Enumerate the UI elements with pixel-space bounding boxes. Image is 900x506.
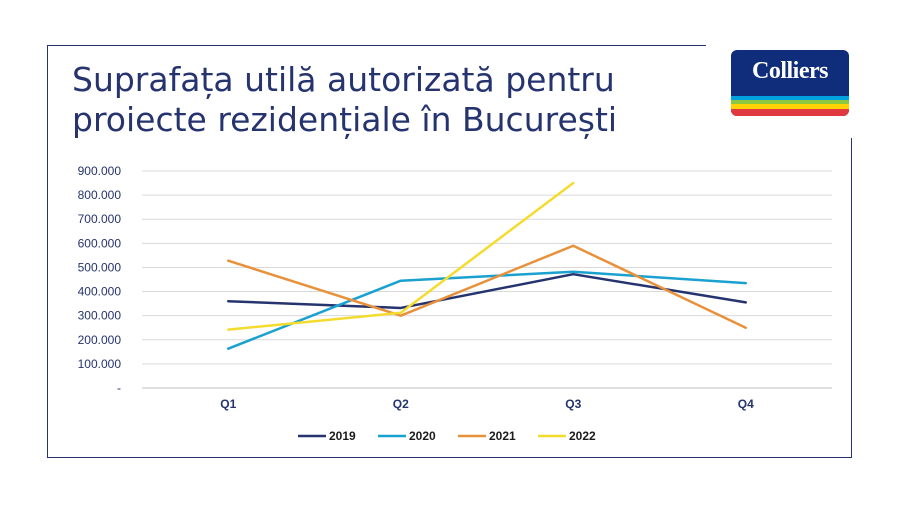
y-tick-label: 400.000	[78, 285, 122, 299]
logo-stripe-green	[731, 100, 849, 104]
y-tick-label: 300.000	[78, 309, 122, 323]
logo-stripe-yellow	[731, 104, 849, 109]
x-tick-label: Q3	[565, 397, 581, 411]
y-tick-label: 200.000	[78, 333, 122, 347]
y-tick-label: 900.000	[78, 164, 122, 178]
logo-stripe-blue	[731, 96, 849, 100]
colliers-logo: Colliers	[731, 50, 849, 116]
x-tick-label: Q1	[220, 397, 236, 411]
chart-title: Suprafața utilă autorizată pentru proiec…	[72, 60, 618, 139]
y-tick-label: 500.000	[78, 260, 122, 274]
series-line-2022	[227, 181, 575, 331]
chart-frame	[47, 45, 852, 458]
series-line-2019	[227, 272, 747, 310]
legend-label-2022: 2022	[569, 429, 596, 443]
x-tick-label: Q2	[393, 397, 409, 411]
series-line-2020	[227, 270, 747, 350]
y-tick-label: 700.000	[78, 212, 122, 226]
y-tick-label: -	[117, 381, 121, 395]
y-tick-label: 100.000	[78, 357, 122, 371]
logo-stripe-red	[731, 109, 849, 116]
x-tick-label: Q4	[738, 397, 754, 411]
series-line-2021	[227, 244, 747, 329]
legend-label-2019: 2019	[329, 429, 356, 443]
y-tick-label: 600.000	[78, 236, 122, 250]
legend-label-2021: 2021	[489, 429, 516, 443]
logo-wordmark: Colliers	[752, 58, 828, 84]
legend-label-2020: 2020	[409, 429, 436, 443]
y-tick-label: 800.000	[78, 188, 122, 202]
